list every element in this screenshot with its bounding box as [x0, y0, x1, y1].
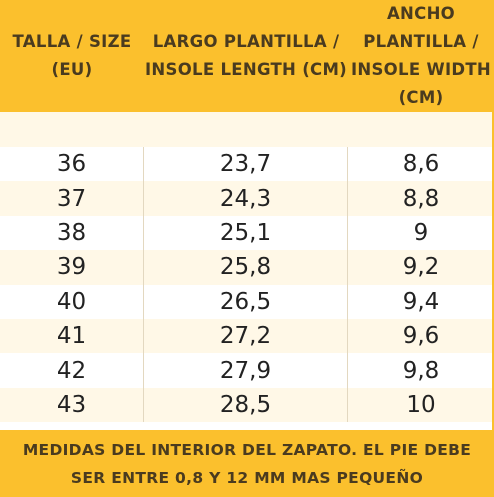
length-cell: 27,2: [144, 318, 348, 354]
header-insole-width: ANCHO PLANTILLA / INSOLE WIDTH (CM): [350, 4, 492, 107]
width-cell: 9,2: [402, 254, 440, 281]
width-cell: 8,6: [402, 151, 440, 178]
length-cell: 28,5: [144, 387, 348, 423]
size-cell: 37: [0, 181, 144, 216]
table-header: TALLA / SIZE (EU) LARGO PLANTILLA / INSO…: [0, 0, 494, 112]
length-cell: 23,7: [144, 147, 348, 182]
footer-note: MEDIDAS DEL INTERIOR DEL ZAPATO. EL PIE …: [22, 440, 472, 487]
width-cell: 9,4: [402, 288, 440, 315]
width-cell: 8,8: [402, 185, 440, 212]
size-cell: 36: [0, 147, 144, 182]
table-row: 36 23,7 8,6: [0, 147, 494, 182]
length-cell: 24,3: [144, 181, 348, 216]
table-row: 41 27,2 9,6: [0, 318, 494, 354]
table-row: 39 25,8 9,2: [0, 250, 494, 285]
header-size: TALLA / SIZE (EU): [12, 32, 132, 79]
header-spacer-row: [0, 112, 494, 147]
table-body: 36 23,7 8,6 37 24,3 8,8 38 25,1 9 39 25,…: [0, 147, 494, 423]
width-cell: 9,8: [402, 357, 440, 384]
width-cell: 9,6: [402, 323, 440, 350]
footer-note-bar: MEDIDAS DEL INTERIOR DEL ZAPATO. EL PIE …: [0, 430, 494, 497]
right-edge-border: [492, 0, 494, 497]
length-cell: 25,8: [144, 250, 348, 285]
table-row: 42 27,9 9,8: [0, 353, 494, 388]
size-cell: 43: [0, 387, 144, 423]
size-cell: 38: [0, 215, 144, 251]
length-cell: 26,5: [144, 284, 348, 319]
size-cell: 42: [0, 353, 144, 388]
header-insole-length: LARGO PLANTILLA / INSOLE LENGTH (CM): [144, 32, 348, 79]
size-cell: 39: [0, 250, 144, 285]
length-cell: 27,9: [144, 353, 348, 388]
table-row: 37 24,3 8,8: [0, 181, 494, 216]
table-row: 40 26,5 9,4: [0, 284, 494, 319]
size-cell: 40: [0, 284, 144, 319]
table-row: 38 25,1 9: [0, 215, 494, 251]
size-cell: 41: [0, 318, 144, 354]
length-cell: 25,1: [144, 215, 348, 251]
width-cell: 9: [413, 219, 429, 246]
width-cell: 10: [406, 391, 436, 418]
table-row: 43 28,5 10: [0, 387, 494, 423]
